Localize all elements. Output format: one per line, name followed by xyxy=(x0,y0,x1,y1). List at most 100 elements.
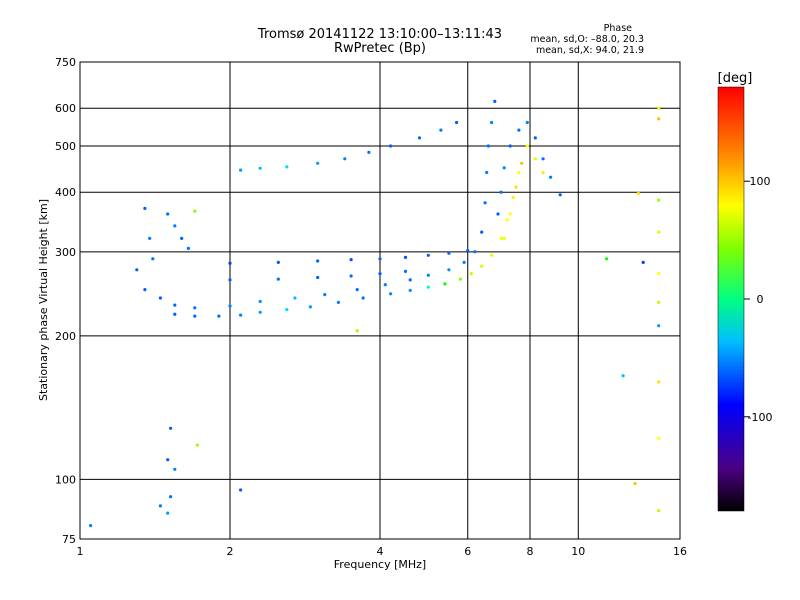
data-point xyxy=(308,305,312,309)
data-point xyxy=(293,296,297,300)
x-tick-label: 10 xyxy=(571,545,585,558)
data-point xyxy=(378,272,382,276)
data-point xyxy=(426,273,430,277)
data-point xyxy=(636,191,641,195)
data-point xyxy=(228,261,232,265)
data-point xyxy=(486,144,490,148)
data-point xyxy=(657,324,661,328)
data-point xyxy=(355,329,359,333)
colorbar-ticks: 100 0 -100 xyxy=(744,175,772,424)
data-point xyxy=(541,157,545,161)
data-point xyxy=(173,312,177,316)
colorbar-tick-label: 0 xyxy=(757,293,764,306)
data-point xyxy=(621,374,625,378)
data-point xyxy=(349,274,353,278)
data-point xyxy=(462,260,466,264)
x-tick-label: 4 xyxy=(377,545,384,558)
data-point xyxy=(657,436,661,440)
data-point xyxy=(657,106,661,110)
data-point xyxy=(389,144,393,148)
data-point xyxy=(403,255,408,259)
data-point xyxy=(541,170,545,175)
data-point xyxy=(657,272,661,276)
data-point xyxy=(239,488,243,492)
data-point xyxy=(533,136,537,140)
y-tick-label: 75 xyxy=(62,533,76,546)
data-point xyxy=(508,212,512,216)
y-tick-label: 750 xyxy=(55,56,76,69)
data-point xyxy=(173,467,177,471)
colorbar xyxy=(717,86,745,512)
data-point xyxy=(657,230,661,234)
data-point xyxy=(195,443,199,447)
y-tick-label: 500 xyxy=(55,140,76,153)
data-point xyxy=(148,236,152,240)
data-point xyxy=(466,248,470,252)
data-point xyxy=(508,144,512,148)
data-point xyxy=(408,278,412,282)
data-point xyxy=(447,268,451,272)
data-point xyxy=(193,209,197,213)
data-point xyxy=(417,136,422,140)
data-point xyxy=(239,168,243,172)
data-point xyxy=(316,259,320,263)
phase-stats-o: mean, sd,O: –88.0, 20.3 xyxy=(530,34,644,45)
data-point xyxy=(447,251,451,255)
data-point xyxy=(166,458,170,462)
data-point xyxy=(158,296,162,300)
data-point xyxy=(499,236,503,240)
data-point xyxy=(657,198,661,202)
data-point xyxy=(158,504,162,508)
data-point xyxy=(193,314,197,318)
data-point xyxy=(258,299,262,304)
data-point xyxy=(426,285,430,289)
data-point xyxy=(258,310,262,314)
axis-ticks: 1 2 4 6 8 10 16 75 100 200 300 400 500 600 750 xyxy=(55,56,687,558)
data-point xyxy=(378,257,382,261)
data-point xyxy=(549,175,553,179)
data-point xyxy=(485,170,489,175)
data-point xyxy=(502,166,506,170)
grid-lines xyxy=(80,62,680,539)
data-point xyxy=(151,257,155,261)
x-tick-label: 8 xyxy=(527,545,534,558)
data-point xyxy=(285,308,289,312)
x-tick-label: 16 xyxy=(673,545,687,558)
data-point xyxy=(217,314,221,318)
data-point xyxy=(426,253,430,257)
data-point xyxy=(408,288,412,292)
data-point xyxy=(520,161,524,165)
data-point xyxy=(505,218,509,222)
data-point xyxy=(455,120,459,125)
data-point xyxy=(657,509,661,513)
data-point xyxy=(657,300,661,304)
data-point xyxy=(336,300,340,304)
data-point xyxy=(469,272,473,276)
data-points xyxy=(89,99,661,528)
data-point xyxy=(499,190,503,194)
data-point xyxy=(473,250,477,254)
colorbar-tick-label: 100 xyxy=(750,175,771,188)
y-tick-label: 100 xyxy=(55,473,76,486)
data-point xyxy=(228,278,232,282)
data-point xyxy=(443,282,447,286)
data-point xyxy=(517,170,521,175)
data-point xyxy=(533,157,537,161)
data-point xyxy=(496,212,500,216)
data-point xyxy=(657,380,661,384)
data-point xyxy=(258,166,262,170)
data-point xyxy=(343,157,347,161)
data-point xyxy=(525,144,529,148)
x-axis-label: Frequency [MHz] xyxy=(334,558,426,571)
data-point xyxy=(143,206,147,210)
data-point xyxy=(89,524,93,528)
data-point xyxy=(143,288,147,292)
data-point xyxy=(525,120,529,125)
colorbar-tick-label: -100 xyxy=(748,411,773,424)
y-tick-label: 300 xyxy=(55,246,76,259)
data-point xyxy=(493,99,497,103)
data-point xyxy=(180,236,184,240)
data-point xyxy=(605,257,609,261)
data-point xyxy=(316,161,320,165)
data-point xyxy=(193,306,197,310)
